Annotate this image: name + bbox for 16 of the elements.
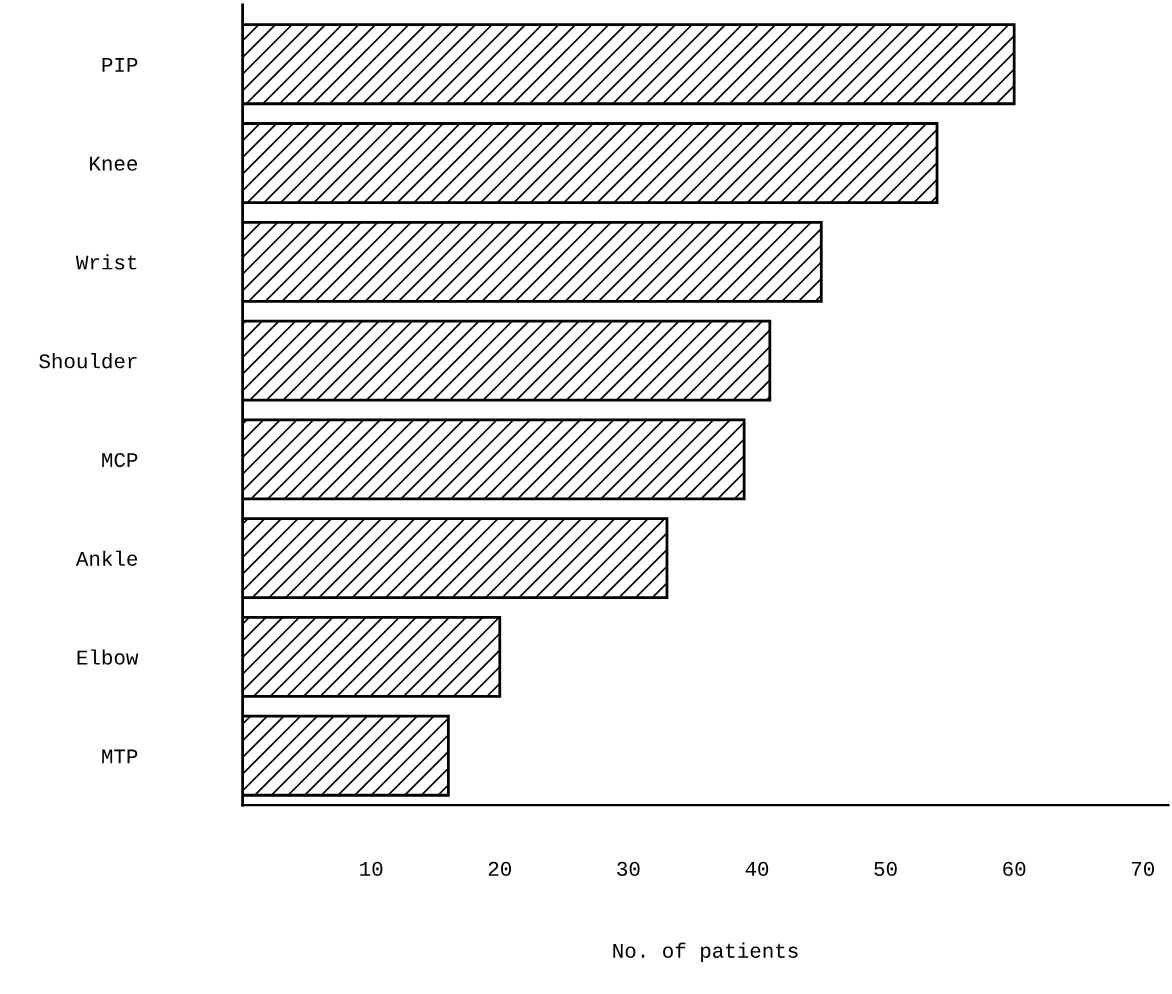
x-tick-label: 50 [874,861,897,876]
y-tick-label: MTP [102,749,138,764]
x-tick-label: 20 [488,861,512,876]
y-tick-label: MCP [102,453,138,468]
x-axis-title: No. of patients [613,942,798,963]
y-tick-label: Shoulder [39,353,137,369]
y-tick-label: PIP [102,58,138,72]
y-tick-label: Ankle [75,550,138,566]
x-tick-label: 30 [617,861,640,876]
y-tick-label: Knee [90,156,138,171]
x-tick-label: 40 [745,861,769,876]
y-tick-label: Elbow [77,649,139,665]
y-tick-label: Wrist [75,254,137,270]
x-tick-label: 60 [1003,861,1026,876]
x-tick-label: 10 [360,861,383,876]
x-tick-label: 70 [1131,861,1154,876]
